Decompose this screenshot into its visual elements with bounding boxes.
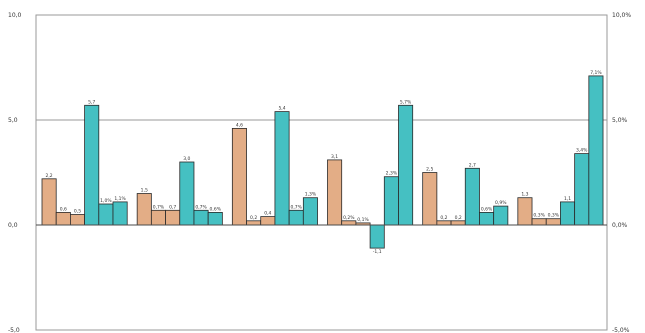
data-labels: 2,20,6 0,55,71,0% 1,1%1,50,7% 0,73,00,7% 0,6… (46, 70, 603, 255)
bar (70, 214, 86, 226)
y2-tick-label: 5,0% (612, 117, 628, 124)
data-label: 2,5 (426, 167, 433, 173)
bar (231, 127, 247, 226)
data-label: 0,5 (74, 209, 81, 215)
bar (165, 209, 181, 226)
y-tick-label: 10,0 (8, 12, 22, 19)
bar (274, 111, 290, 226)
bar (464, 167, 480, 226)
data-label: 0,9% (495, 200, 507, 206)
plot-frame (35, 14, 608, 331)
bar (112, 201, 128, 226)
data-label: 0,2 (455, 215, 462, 221)
bar (84, 104, 100, 226)
plot-area: 2,20,6 0,55,71,0% 1,1%1,50,7% 0,73,00,7% 0,6… (35, 14, 608, 331)
bar (246, 220, 262, 226)
bar (260, 216, 276, 226)
data-label: 1,3% (305, 192, 317, 198)
data-label: 1,3 (521, 192, 528, 198)
bar (545, 218, 561, 226)
bar (493, 205, 509, 226)
data-label: 1,1% (114, 196, 126, 202)
bar (207, 211, 223, 226)
bar (150, 209, 166, 226)
bar (560, 201, 576, 226)
data-label: 3,0 (183, 156, 190, 162)
data-label: 0,2 (250, 215, 257, 221)
data-label: 3,1 (331, 154, 338, 160)
y-tick-label: 5,0 (8, 117, 18, 124)
data-label: 5,4 (278, 106, 285, 112)
bar (302, 197, 318, 226)
data-label: 0,6 (60, 206, 67, 212)
data-label: 0,3% (533, 213, 545, 219)
bar (327, 159, 343, 226)
data-label: 7,1% (590, 70, 602, 76)
y2-tick-label: 10,0% (612, 12, 631, 19)
data-label: 5,7 (88, 99, 95, 105)
data-label: 3,4% (576, 148, 588, 154)
data-label: 2,2 (46, 173, 53, 179)
data-label: 0,6% (210, 206, 222, 212)
bar (479, 211, 495, 226)
bar (41, 178, 57, 226)
data-label: 1,5 (141, 188, 148, 194)
bar (574, 153, 590, 226)
bar (369, 224, 385, 249)
data-label: 2,3% (386, 171, 398, 177)
data-label: 0,2 (440, 215, 447, 221)
data-label: 0,7% (153, 204, 165, 210)
bar (531, 218, 547, 226)
data-label: 1,1 (564, 196, 571, 202)
y-axis-left: -5,0 0,0 5,0 10,0 (8, 12, 22, 333)
data-label: 1,0% (100, 198, 112, 204)
bar (136, 193, 152, 226)
y-axis-right: -5,0% 0,0% 5,0% 10,0% (612, 12, 631, 333)
data-label: 0,1% (357, 217, 369, 223)
data-label: 2,7 (469, 162, 476, 168)
data-label: 0,7% (195, 204, 207, 210)
bar (288, 209, 304, 226)
data-label: -1,1 (373, 249, 382, 255)
y2-tick-label: -5,0% (612, 327, 630, 333)
bar (98, 203, 114, 226)
bar (341, 220, 357, 226)
bar (398, 104, 414, 226)
data-label: 0,6% (481, 206, 493, 212)
bar (517, 197, 533, 226)
bar (588, 75, 604, 226)
bar (383, 176, 399, 226)
data-label: 0,4 (264, 211, 271, 217)
y2-tick-label: 0,0% (612, 222, 628, 229)
bar (179, 161, 195, 226)
y-tick-label: 0,0 (8, 222, 18, 229)
bar (193, 209, 209, 226)
data-label: 0,3% (548, 213, 560, 219)
bar (436, 220, 452, 226)
data-label: 0,7% (291, 204, 303, 210)
data-label: 0,7 (169, 204, 176, 210)
bars (36, 75, 607, 249)
data-label: 0,2% (343, 215, 355, 221)
bar (422, 172, 438, 226)
bar (450, 220, 466, 226)
data-label: 4,6 (236, 122, 243, 128)
bar (55, 211, 71, 226)
y-tick-label: -5,0 (8, 327, 20, 333)
data-label: 5,7% (400, 99, 412, 105)
